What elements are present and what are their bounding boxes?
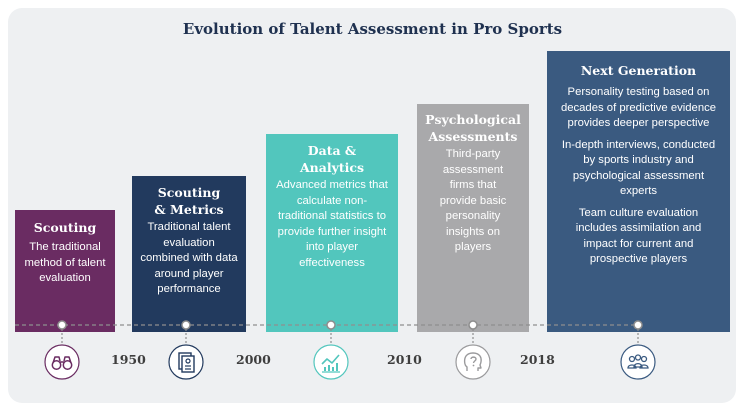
stage-data-analytics: Data & Analytics Advanced metrics that c… bbox=[266, 134, 398, 332]
timeline-marker bbox=[57, 320, 67, 344]
binoculars-icon bbox=[44, 344, 80, 380]
chart-analytics-icon bbox=[313, 344, 349, 380]
timeline-marker bbox=[633, 320, 643, 344]
timeline-marker bbox=[326, 320, 336, 344]
stage-description: Third-party assessment firms that provid… bbox=[439, 148, 507, 253]
stage-heading: Scouting & Metrics bbox=[154, 185, 224, 217]
stage-description: Personality testing based on decades of … bbox=[560, 86, 717, 129]
year-label: 2018 bbox=[520, 352, 555, 367]
stage-description: Team culture evaluation includes assimil… bbox=[575, 206, 702, 266]
stage-description: The traditional method of talent evaluat… bbox=[24, 241, 106, 284]
stage-psychological-assessments: Psychological Assessments Third-party as… bbox=[417, 104, 529, 332]
year-label: 2010 bbox=[387, 352, 422, 367]
stage-scouting-metrics: Scouting & Metrics Traditional talent ev… bbox=[132, 176, 246, 332]
head-question-icon bbox=[455, 344, 491, 380]
stage-scouting: Scouting The traditional method of talen… bbox=[15, 210, 115, 332]
year-label: 2000 bbox=[236, 352, 271, 367]
stage-heading: Data & Analytics bbox=[299, 143, 365, 175]
year-label: 1950 bbox=[111, 352, 146, 367]
timeline-marker bbox=[181, 320, 191, 344]
page-title: Evolution of Talent Assessment in Pro Sp… bbox=[182, 20, 563, 38]
stage-heading: Next Generation bbox=[580, 63, 697, 78]
timeline-marker bbox=[468, 320, 478, 344]
stage-next-generation: Next Generation Personality testing base… bbox=[547, 51, 730, 332]
stage-description: Traditional talent evaluation combined w… bbox=[140, 221, 238, 295]
stage-heading: Psychological Assessments bbox=[425, 112, 521, 144]
team-group-icon bbox=[620, 344, 656, 380]
stage-heading: Scouting bbox=[33, 220, 97, 235]
stage-description: In-depth interviews, conducted by sports… bbox=[561, 138, 716, 198]
document-report-icon bbox=[168, 344, 204, 380]
stage-description: Advanced metrics that calculate non-trad… bbox=[276, 179, 388, 269]
